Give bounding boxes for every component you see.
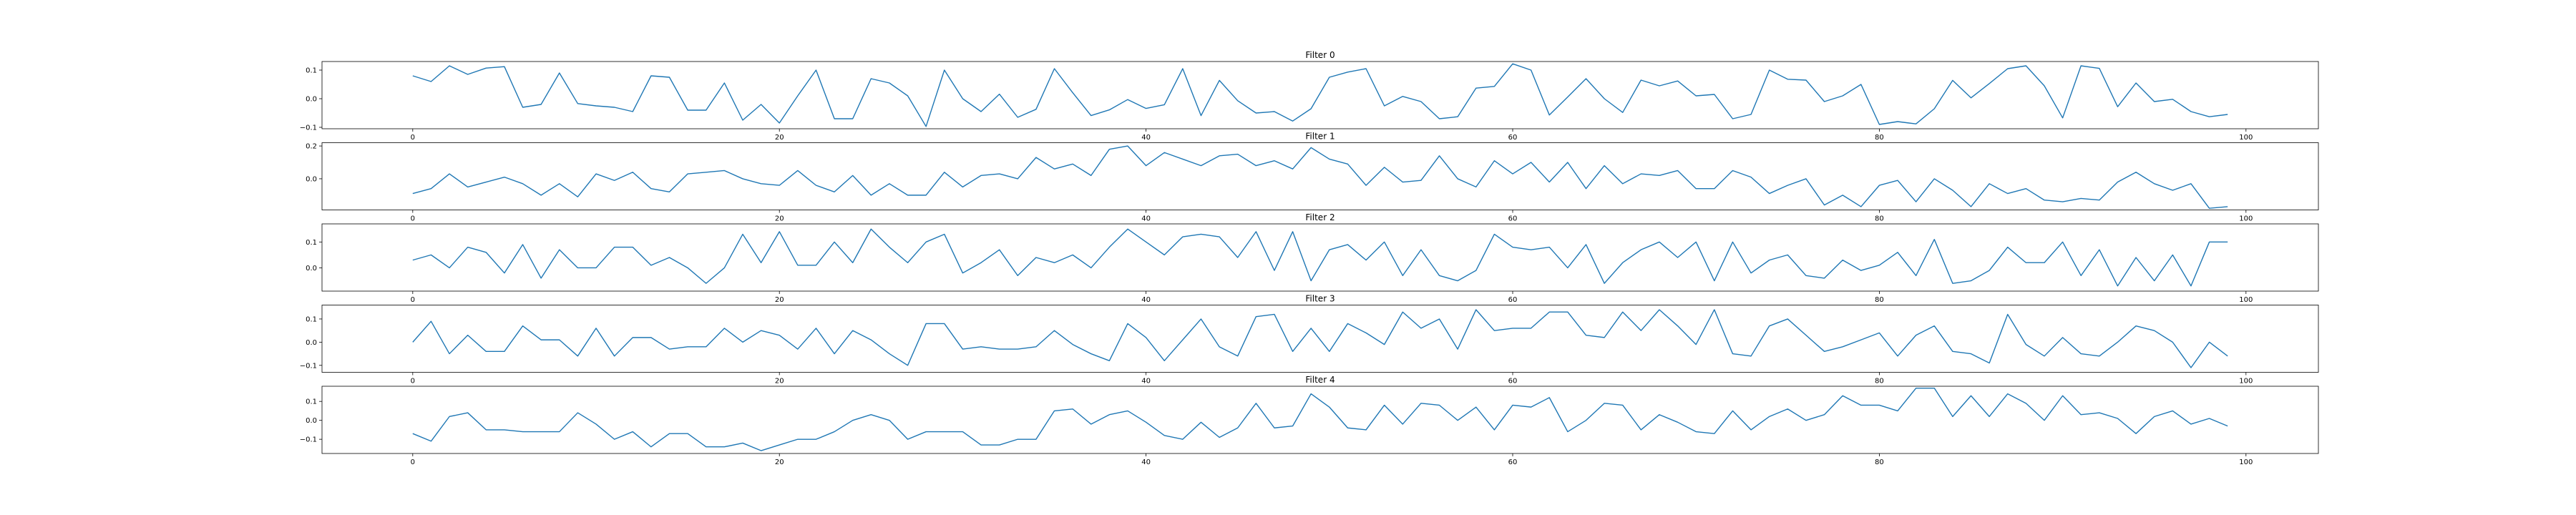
- x-tick-label: 20: [775, 215, 784, 223]
- x-tick-label: 20: [775, 458, 784, 466]
- subplot-title: Filter 0: [1305, 50, 1335, 60]
- x-tick-label: 100: [2239, 458, 2253, 466]
- y-tick-label: −0.1: [300, 436, 317, 444]
- y-tick-label: 0.1: [306, 67, 317, 75]
- x-tick-label: 80: [1875, 134, 1884, 142]
- y-tick-label: 0.1: [306, 239, 317, 247]
- x-tick-label: 60: [1508, 458, 1518, 466]
- y-tick-label: −0.1: [300, 124, 317, 132]
- x-tick-label: 20: [775, 134, 784, 142]
- x-tick-label: 80: [1875, 296, 1884, 304]
- y-tick-label: 0.0: [306, 175, 317, 183]
- subplot-title: Filter 2: [1305, 212, 1335, 222]
- series-line-0: [412, 63, 2228, 127]
- x-tick-label: 100: [2239, 215, 2253, 223]
- x-tick-label: 0: [411, 458, 415, 466]
- axes-frame: [321, 142, 2319, 210]
- subplot-filter-3: Filter 3 0 20 40 60 80 100 −0.1 0.0 0.1: [300, 294, 2319, 386]
- subplot-filter-2: Filter 2 0 20 40 60 80 100 0.0 0.1: [306, 212, 2319, 304]
- axes-frame: [321, 223, 2319, 292]
- x-tick-label: 40: [1141, 134, 1151, 142]
- x-tick-label: 20: [775, 296, 784, 304]
- series-line-0: [412, 309, 2228, 368]
- x-tick-label: 60: [1508, 215, 1518, 223]
- x-tick-label: 40: [1141, 458, 1151, 466]
- x-tick-label: 60: [1508, 134, 1518, 142]
- x-tick-label: 40: [1141, 215, 1151, 223]
- y-tick-label: 0.0: [306, 417, 317, 425]
- x-tick-label: 40: [1141, 378, 1151, 386]
- y-tick-label: −0.1: [300, 362, 317, 370]
- x-tick-label: 40: [1141, 296, 1151, 304]
- series-line-0: [412, 387, 2228, 451]
- subplot-filter-0: Filter 0 0 20 40 60 80 100 −0.1 0.0 0.1: [300, 50, 2319, 142]
- y-tick-label: 0.0: [306, 265, 317, 273]
- axes-frame: [321, 305, 2319, 373]
- x-tick-label: 80: [1875, 378, 1884, 386]
- y-tick-label: 0.1: [306, 398, 317, 406]
- axes-frame: [321, 61, 2319, 129]
- x-tick-label: 100: [2239, 378, 2253, 386]
- x-tick-label: 0: [411, 134, 415, 142]
- subplot-title: Filter 4: [1305, 375, 1335, 385]
- x-tick-label: 20: [775, 378, 784, 386]
- subplot-filter-1: Filter 1 0 20 40 60 80 100 0.0 0.2: [306, 132, 2319, 223]
- subplot-title: Filter 3: [1305, 294, 1335, 304]
- x-tick-label: 100: [2239, 296, 2253, 304]
- y-tick-label: 0.0: [306, 96, 317, 104]
- x-tick-label: 60: [1508, 378, 1518, 386]
- y-tick-label: 0.0: [306, 339, 317, 347]
- x-tick-label: 0: [411, 378, 415, 386]
- axes-frame: [321, 386, 2319, 454]
- subplot-title: Filter 1: [1305, 132, 1335, 142]
- x-tick-label: 80: [1875, 458, 1884, 466]
- series-line-0: [412, 145, 2228, 209]
- subplot-filter-4: Filter 4 0 20 40 60 80 100 −0.1 0.0 0.1: [300, 375, 2319, 466]
- y-tick-label: 0.2: [306, 143, 317, 151]
- x-tick-label: 0: [411, 215, 415, 223]
- x-tick-label: 80: [1875, 215, 1884, 223]
- series-line-0: [412, 228, 2228, 287]
- x-tick-label: 60: [1508, 296, 1518, 304]
- x-tick-label: 0: [411, 296, 415, 304]
- x-tick-label: 100: [2239, 134, 2253, 142]
- y-tick-label: 0.1: [306, 315, 317, 323]
